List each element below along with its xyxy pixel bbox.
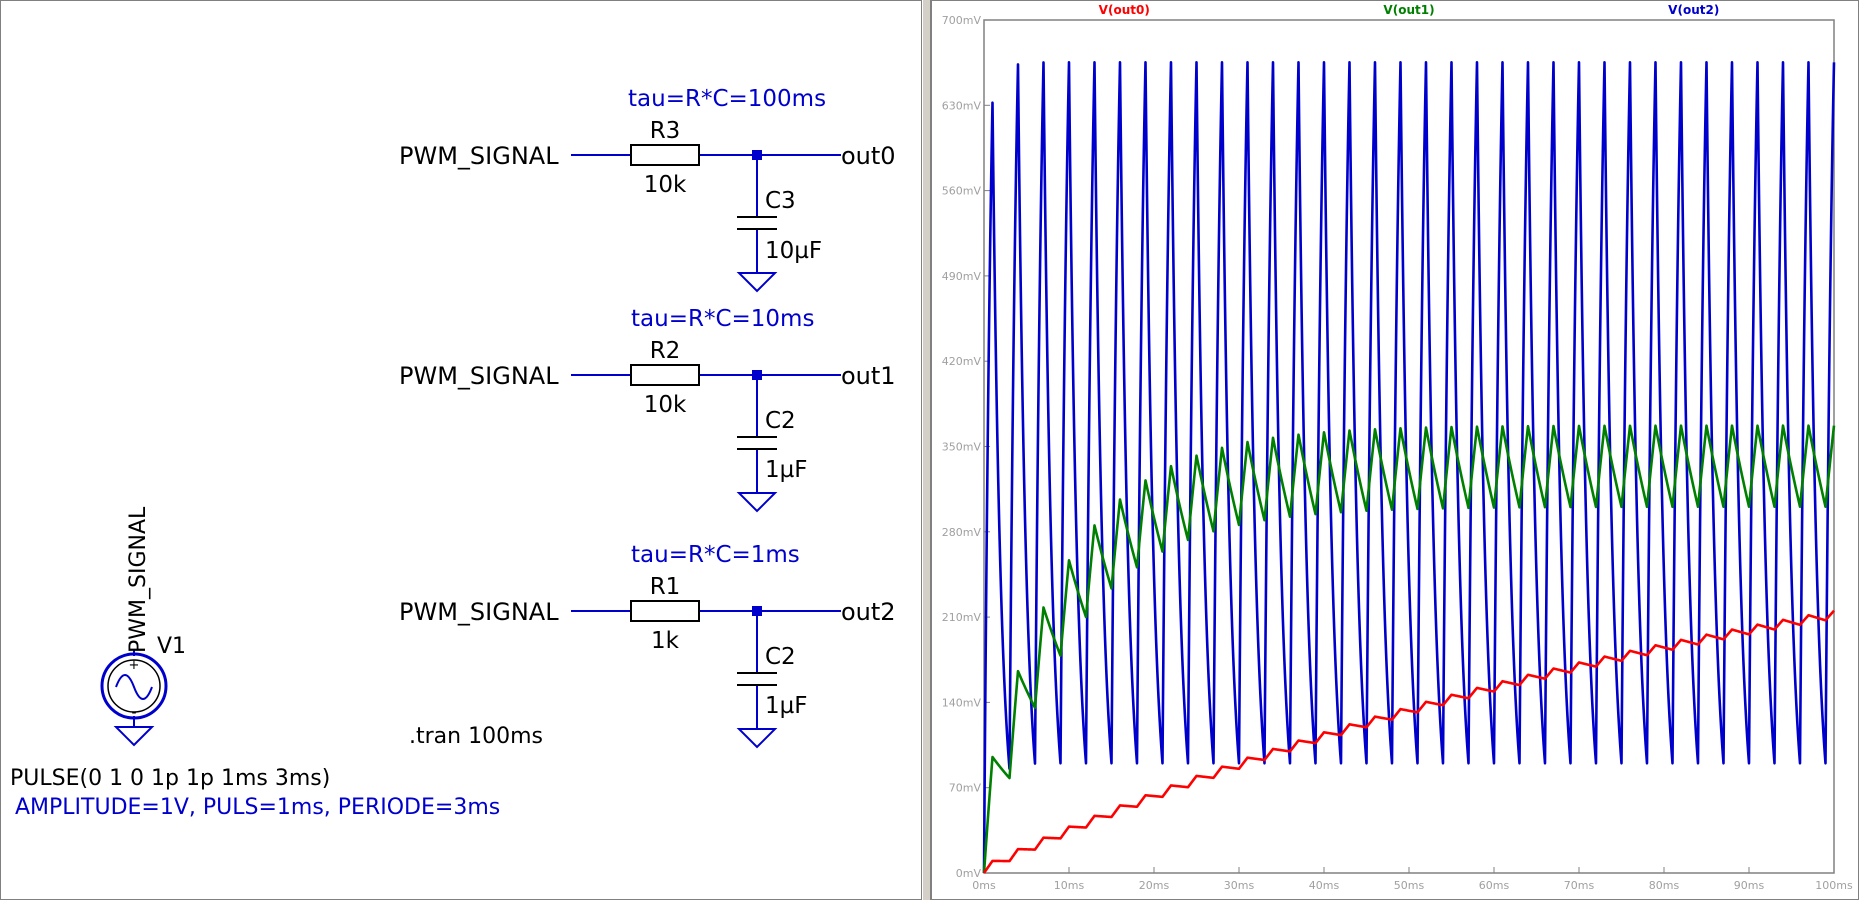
source-minus-sign: - bbox=[131, 705, 136, 721]
legend-item[interactable]: V(out0) bbox=[1099, 3, 1150, 17]
junction-dot bbox=[752, 150, 762, 160]
output-label-out1[interactable]: out1 bbox=[841, 362, 896, 390]
capacitor-c2-name: C2 bbox=[765, 408, 796, 434]
schematic-canvas: + - tau=R*C=100ms PWM_SIGNAL R3 10k C3 1… bbox=[10, 86, 896, 820]
junction-dot bbox=[752, 606, 762, 616]
x-tick-label: 30ms bbox=[1224, 879, 1255, 892]
y-tick-label: 280mV bbox=[942, 526, 982, 539]
tau-label-stage-1: tau=R*C=10ms bbox=[631, 306, 814, 332]
voltage-source-inner-circle bbox=[107, 659, 161, 713]
y-tick-label: 560mV bbox=[942, 185, 982, 198]
y-axis: 0mV 70mV 140mV 210mV 280mV 350mV 420mV 490mV 560… bbox=[942, 14, 990, 880]
source-pulse-spec[interactable]: PULSE(0 1 0 1p 1p 1ms 3ms) bbox=[10, 766, 330, 791]
voltage-source-icon bbox=[100, 652, 168, 720]
resistor-r3-value: 10k bbox=[644, 172, 687, 198]
resistor-r1-value: 1k bbox=[651, 628, 680, 654]
x-axis: 0ms 10ms 20ms 30ms 40ms 50ms 60ms 70ms 80ms 90ms 1… bbox=[972, 867, 1853, 892]
capacitor-c1-value: 1µF bbox=[765, 693, 808, 719]
legend-item[interactable]: V(out1) bbox=[1383, 3, 1434, 17]
sine-wave-icon bbox=[115, 674, 153, 700]
capacitor-c3-name: C3 bbox=[765, 188, 796, 214]
ground-icon bbox=[736, 272, 778, 293]
capacitor-c3-symbol[interactable] bbox=[737, 216, 777, 230]
y-tick-label: 700mV bbox=[942, 14, 982, 27]
x-tick-label: 100ms bbox=[1815, 879, 1853, 892]
waveform-plot[interactable]: 0mV 70mV 140mV 210mV 280mV 350mV 420mV 490mV 560… bbox=[932, 1, 1859, 901]
net-label-pwm-signal[interactable]: PWM_SIGNAL bbox=[399, 362, 559, 390]
source-name: V1 bbox=[157, 634, 186, 659]
x-tick-label: 70ms bbox=[1564, 879, 1595, 892]
capacitor-c1-name: C2 bbox=[765, 644, 796, 670]
x-tick-label: 0ms bbox=[972, 879, 996, 892]
resistor-r3-symbol[interactable] bbox=[630, 144, 700, 166]
x-tick-label: 60ms bbox=[1479, 879, 1510, 892]
source-plus-sign: + bbox=[129, 658, 140, 673]
capacitor-c2-symbol[interactable] bbox=[737, 436, 777, 450]
capacitor-c2-value: 1µF bbox=[765, 457, 808, 483]
schematic-pane[interactable]: + - tau=R*C=100ms PWM_SIGNAL R3 10k C3 1… bbox=[0, 0, 922, 900]
ground-icon bbox=[113, 726, 155, 747]
y-tick-label: 210mV bbox=[942, 611, 982, 624]
y-tick-label: 350mV bbox=[942, 441, 982, 454]
resistor-r2-symbol[interactable] bbox=[630, 364, 700, 386]
output-label-out0[interactable]: out0 bbox=[841, 142, 896, 170]
x-tick-label: 40ms bbox=[1309, 879, 1340, 892]
x-tick-label: 50ms bbox=[1394, 879, 1425, 892]
tran-directive[interactable]: .tran 100ms bbox=[409, 724, 543, 749]
y-tick-label: 420mV bbox=[942, 355, 982, 368]
y-tick-label: 70mV bbox=[949, 782, 982, 795]
source-comment: AMPLITUDE=1V, PULS=1ms, PERIODE=3ms bbox=[15, 795, 500, 820]
net-label-pwm-signal[interactable]: PWM_SIGNAL bbox=[399, 598, 559, 626]
y-tick-label: 490mV bbox=[942, 270, 982, 283]
y-tick-label: 140mV bbox=[942, 696, 982, 709]
trace-legend[interactable]: V(out0) V(out1) V(out2) bbox=[1099, 3, 1720, 17]
resistor-r2-name: R2 bbox=[650, 338, 681, 364]
output-label-out2[interactable]: out2 bbox=[841, 598, 896, 626]
x-tick-label: 90ms bbox=[1734, 879, 1765, 892]
x-tick-label: 20ms bbox=[1139, 879, 1170, 892]
y-tick-label: 630mV bbox=[942, 99, 982, 112]
resistor-r1-name: R1 bbox=[650, 574, 681, 600]
resistor-r1-symbol[interactable] bbox=[630, 600, 700, 622]
resistor-r3-name: R3 bbox=[650, 118, 681, 144]
x-tick-label: 80ms bbox=[1649, 879, 1680, 892]
y-tick-label: 0mV bbox=[956, 867, 982, 880]
net-label-pwm-signal-source[interactable]: PWM_SIGNAL bbox=[126, 506, 151, 653]
ground-icon bbox=[736, 728, 778, 749]
legend-item[interactable]: V(out2) bbox=[1668, 3, 1719, 17]
trace-vout0[interactable] bbox=[982, 609, 1835, 874]
junction-dot bbox=[752, 370, 762, 380]
ground-icon bbox=[736, 492, 778, 513]
capacitor-c1-symbol[interactable] bbox=[737, 672, 777, 686]
trace-vout1[interactable] bbox=[982, 424, 1836, 874]
capacitor-c3-value: 10µF bbox=[765, 238, 822, 264]
tau-label-stage-0: tau=R*C=100ms bbox=[628, 86, 826, 112]
trace-vout2[interactable] bbox=[982, 61, 1836, 874]
voltage-source-v1[interactable]: + - bbox=[100, 652, 168, 721]
resistor-r2-value: 10k bbox=[644, 392, 687, 418]
x-tick-label: 10ms bbox=[1054, 879, 1085, 892]
tau-label-stage-2: tau=R*C=1ms bbox=[631, 542, 800, 568]
waveform-pane[interactable]: 0mV 70mV 140mV 210mV 280mV 350mV 420mV 490mV 560… bbox=[931, 0, 1859, 900]
net-label-pwm-signal[interactable]: PWM_SIGNAL bbox=[399, 142, 559, 170]
traces bbox=[982, 61, 1836, 874]
pane-splitter[interactable] bbox=[922, 0, 931, 900]
